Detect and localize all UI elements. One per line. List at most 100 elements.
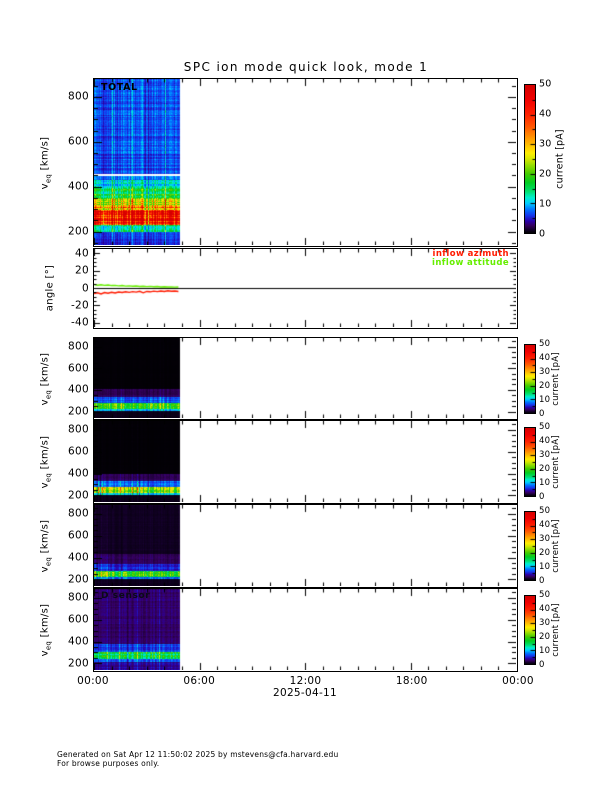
velocity-tick-label: 200 (68, 489, 89, 502)
inflow-angle-canvas (94, 249, 516, 327)
velocity-tick-label: 600 (68, 362, 89, 375)
colorbar-tick-label: 50 (539, 421, 551, 432)
colorbar-tick-label: 30 (539, 533, 551, 544)
colorbar-d-sensor (524, 595, 536, 665)
velocity-tick-label: 400 (68, 383, 89, 396)
velocity-tick-label: 800 (68, 423, 89, 436)
colorbar-tick-label: 20 (539, 547, 551, 558)
colorbar-tick-label: 50 (539, 338, 551, 349)
colorbar-tick-label: 40 (539, 519, 551, 530)
colorbar-title: current [pA] (551, 352, 561, 406)
b-sensor-canvas (94, 421, 516, 502)
panel-total-spectrogram: TOTAL (93, 78, 518, 247)
angle-tick-label: 40 (75, 247, 89, 260)
panel-d-sensor-spectrogram: D sensor (93, 588, 518, 672)
colorbar-tick-label: 30 (539, 617, 551, 628)
colorbar-a-sensor (524, 344, 536, 414)
colorbar-tick-label: 10 (539, 477, 551, 488)
footer-line-1: Generated on Sat Apr 12 11:50:02 2025 by… (57, 750, 339, 759)
velocity-tick-label: 200 (68, 225, 89, 238)
velocity-tick-label: 400 (68, 635, 89, 648)
velocity-axis-title: veq [km/s] (39, 136, 53, 189)
panel-a-sensor-spectrogram (93, 337, 518, 420)
colorbar-total-canvas (525, 85, 535, 233)
velocity-axis-title: veq [km/s] (39, 435, 53, 489)
colorbar-title: current [pA] (554, 129, 566, 189)
colorbar-tick-label: 40 (539, 352, 551, 363)
colorbar-tick-label: 50 (539, 78, 552, 90)
colorbar-tick-label: 0 (539, 408, 545, 419)
angle-tick-label: -20 (70, 299, 89, 312)
colorbar-tick-label: 50 (539, 505, 551, 516)
colorbar-tick-label: 20 (539, 168, 552, 180)
legend-inflow-attitude: inflow attitude (432, 258, 509, 268)
velocity-axis-title: veq [km/s] (39, 352, 53, 405)
panel-label-d-sensor: D sensor (101, 591, 151, 601)
velocity-tick-label: 600 (68, 529, 89, 542)
colorbar-title: current [pA] (551, 519, 561, 573)
colorbar-c-sensor (524, 511, 536, 581)
colorbar-tick-label: 20 (539, 631, 551, 642)
velocity-tick-label: 200 (68, 657, 89, 670)
colorbar-b-sensor (524, 427, 536, 497)
colorbar-tick-label: 10 (539, 198, 552, 210)
footer-line-2: For browse purposes only. (57, 758, 160, 768)
angle-tick-label: -40 (70, 316, 89, 329)
colorbar-tick-label: 40 (539, 603, 551, 614)
colorbar-tick-label: 10 (539, 645, 551, 656)
colorbar-tick-label: 0 (539, 575, 545, 586)
c-sensor-canvas (94, 505, 516, 586)
time-tick-label: 00:00 (502, 675, 534, 687)
velocity-tick-label: 600 (68, 135, 89, 148)
colorbar-tick-label: 10 (539, 394, 551, 405)
velocity-tick-label: 800 (68, 90, 89, 103)
colorbar-title: current [pA] (551, 435, 561, 489)
colorbar-tick-label: 20 (539, 380, 551, 391)
colorbar-d-canvas (525, 596, 535, 664)
panel-b-sensor-spectrogram (93, 420, 518, 504)
panel-label-total: TOTAL (101, 82, 138, 93)
velocity-tick-label: 800 (68, 591, 89, 604)
velocity-tick-label: 200 (68, 573, 89, 586)
velocity-tick-label: 400 (68, 551, 89, 564)
time-tick-label: 18:00 (395, 675, 428, 687)
time-tick-label: 06:00 (183, 675, 216, 687)
colorbar-tick-label: 10 (539, 561, 551, 572)
colorbar-a-canvas (525, 345, 535, 413)
velocity-tick-label: 600 (68, 445, 89, 458)
legend-inflow-azimuth: inflow azimuth (432, 249, 509, 259)
colorbar-tick-label: 30 (539, 366, 551, 377)
velocity-tick-label: 600 (68, 613, 89, 626)
panel-c-sensor-spectrogram (93, 504, 518, 588)
colorbar-c-canvas (525, 512, 535, 580)
colorbar-tick-label: 30 (539, 138, 552, 150)
colorbar-tick-label: 0 (539, 491, 545, 502)
colorbar-tick-label: 30 (539, 449, 551, 460)
panel-inflow-angle: inflow azimuth inflow attitude (93, 248, 518, 329)
velocity-tick-label: 400 (68, 180, 89, 193)
time-tick-label: 00:00 (77, 675, 109, 687)
colorbar-tick-label: 0 (539, 228, 546, 240)
colorbar-b-canvas (525, 428, 535, 496)
velocity-tick-label: 200 (68, 405, 89, 418)
colorbar-tick-label: 20 (539, 463, 551, 474)
velocity-tick-label: 800 (68, 340, 89, 353)
velocity-axis-title: veq [km/s] (39, 603, 53, 657)
date-label: 2025-04-11 (272, 687, 338, 699)
colorbar-total (524, 84, 536, 234)
a-sensor-canvas (94, 338, 516, 418)
colorbar-tick-label: 40 (539, 108, 552, 120)
time-tick-label: 12:00 (289, 675, 322, 687)
colorbar-title: current [pA] (551, 603, 561, 657)
colorbar-tick-label: 50 (539, 589, 551, 600)
colorbar-tick-label: 40 (539, 435, 551, 446)
velocity-tick-label: 800 (68, 507, 89, 520)
plot-title: SPC ion mode quick look, mode 1 (183, 60, 429, 74)
angle-tick-label: 20 (75, 264, 89, 277)
angle-tick-label: 0 (82, 281, 89, 294)
d-sensor-canvas (94, 589, 516, 670)
total-spectrogram-canvas (94, 79, 516, 245)
angle-axis-title: angle [°] (44, 264, 56, 312)
colorbar-tick-label: 0 (539, 659, 545, 670)
